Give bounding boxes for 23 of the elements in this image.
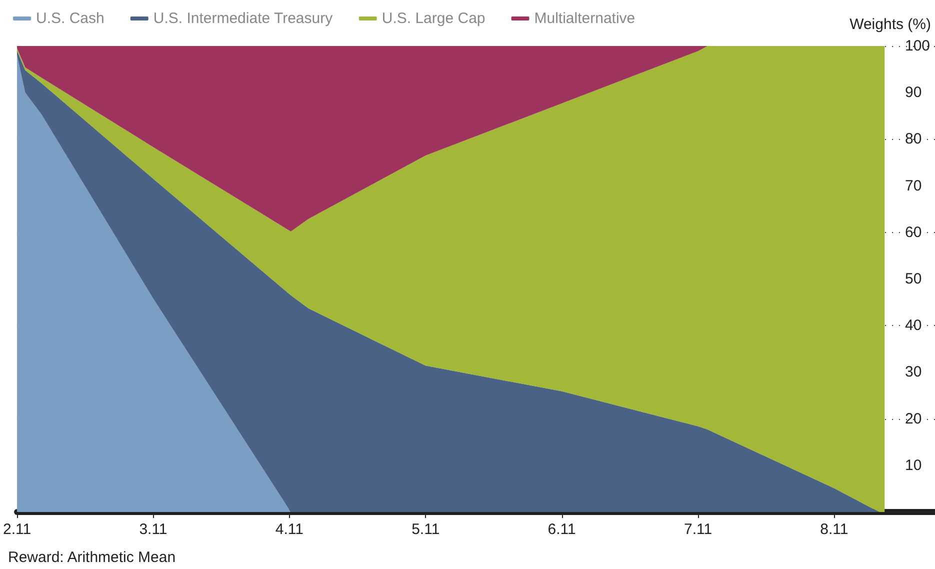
- y-tick-label: 70: [905, 177, 922, 194]
- x-tick-label: 4.11: [275, 521, 304, 538]
- y-tick-label: 30: [905, 364, 922, 381]
- y-tick-label: 90: [905, 84, 922, 102]
- y-tick-label: 100: [905, 38, 930, 54]
- legend-label: U.S. Large Cap: [382, 10, 486, 27]
- x-tick-label: 3.11: [139, 521, 168, 538]
- x-tick-label: 7.11: [684, 521, 712, 538]
- x-tick-label: 5.11: [412, 521, 440, 538]
- y-tick-label: 10: [905, 456, 922, 474]
- legend-label: U.S. Intermediate Treasury: [153, 10, 334, 27]
- y-tick-label: 20: [905, 410, 922, 428]
- x-tick-label: 6.11: [548, 521, 576, 538]
- y-tick-label: 60: [905, 224, 922, 241]
- legend-label: Multialternative: [534, 10, 636, 27]
- y-axis-title: Weights (%): [850, 16, 931, 33]
- text: Reward: Arithmetic Mean: [8, 549, 176, 566]
- x-tick-label: 8.11: [820, 521, 848, 538]
- y-tick-label: 40: [905, 317, 922, 334]
- y-tick-label: 50: [905, 270, 922, 288]
- y-tick-label: 80: [905, 130, 922, 148]
- x-tick-label: 2.11: [2, 521, 32, 538]
- legend-label: U.S. Cash: [36, 10, 104, 27]
